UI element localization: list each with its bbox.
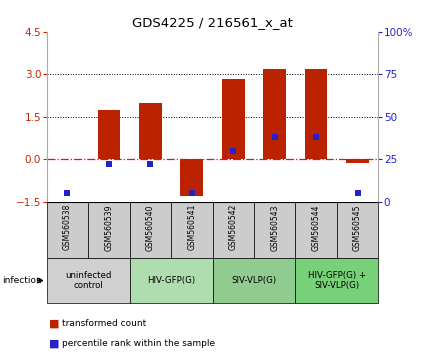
Text: GSM560544: GSM560544 <box>312 204 320 251</box>
Text: GSM560542: GSM560542 <box>229 204 238 250</box>
Bar <box>263 69 286 159</box>
Text: GSM560541: GSM560541 <box>187 204 196 250</box>
Text: infection: infection <box>2 276 42 285</box>
Bar <box>171 202 212 258</box>
Bar <box>222 79 245 159</box>
Bar <box>130 258 212 303</box>
Point <box>188 190 195 196</box>
Point <box>64 190 71 196</box>
Point <box>354 190 361 196</box>
Text: percentile rank within the sample: percentile rank within the sample <box>62 339 215 348</box>
Text: HIV-GFP(G): HIV-GFP(G) <box>147 276 195 285</box>
Bar <box>212 258 295 303</box>
Bar <box>346 159 369 163</box>
Text: HIV-GFP(G) +
SIV-VLP(G): HIV-GFP(G) + SIV-VLP(G) <box>308 271 366 290</box>
Text: SIV-VLP(G): SIV-VLP(G) <box>231 276 277 285</box>
Text: GSM560545: GSM560545 <box>353 204 362 251</box>
Bar <box>47 258 130 303</box>
Text: transformed count: transformed count <box>62 319 146 329</box>
Point <box>313 135 320 140</box>
Bar <box>139 103 162 159</box>
Point <box>147 161 154 167</box>
Bar <box>295 258 378 303</box>
Point <box>230 148 237 154</box>
Bar <box>254 202 295 258</box>
Bar <box>88 202 130 258</box>
Bar <box>212 202 254 258</box>
Bar <box>305 69 328 159</box>
Text: GSM560543: GSM560543 <box>270 204 279 251</box>
Bar <box>130 202 171 258</box>
Bar <box>295 202 337 258</box>
Bar <box>337 202 378 258</box>
Text: ■: ■ <box>49 338 60 348</box>
Point <box>105 161 112 167</box>
Point <box>271 135 278 140</box>
Text: ■: ■ <box>49 319 60 329</box>
Bar <box>180 159 203 196</box>
Bar <box>47 202 88 258</box>
Text: GSM560538: GSM560538 <box>63 204 72 250</box>
Text: GSM560540: GSM560540 <box>146 204 155 251</box>
Bar <box>97 110 120 159</box>
Text: uninfected
control: uninfected control <box>65 271 111 290</box>
Title: GDS4225 / 216561_x_at: GDS4225 / 216561_x_at <box>132 16 293 29</box>
Text: GSM560539: GSM560539 <box>105 204 113 251</box>
